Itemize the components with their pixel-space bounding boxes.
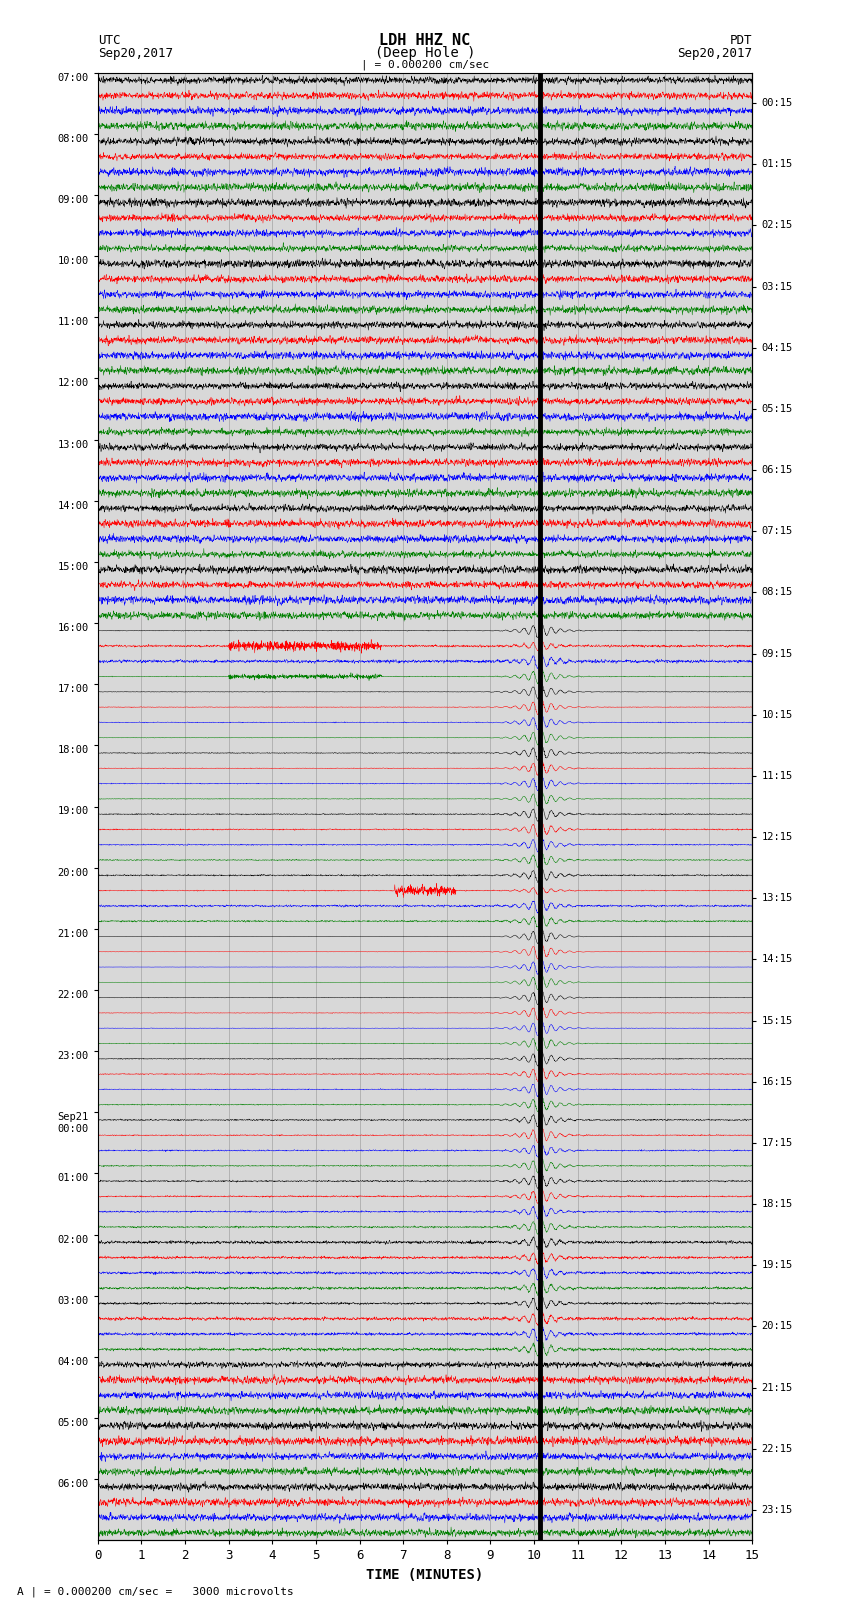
X-axis label: TIME (MINUTES): TIME (MINUTES): [366, 1568, 484, 1582]
Text: A | = 0.000200 cm/sec =   3000 microvolts: A | = 0.000200 cm/sec = 3000 microvolts: [17, 1587, 294, 1597]
Text: LDH HHZ NC: LDH HHZ NC: [379, 32, 471, 48]
Text: (Deep Hole ): (Deep Hole ): [375, 47, 475, 60]
Text: PDT: PDT: [730, 34, 752, 47]
Text: Sep20,2017: Sep20,2017: [98, 47, 173, 60]
Text: Sep20,2017: Sep20,2017: [677, 47, 752, 60]
Text: UTC: UTC: [98, 34, 120, 47]
Text: | = 0.000200 cm/sec: | = 0.000200 cm/sec: [361, 60, 489, 69]
